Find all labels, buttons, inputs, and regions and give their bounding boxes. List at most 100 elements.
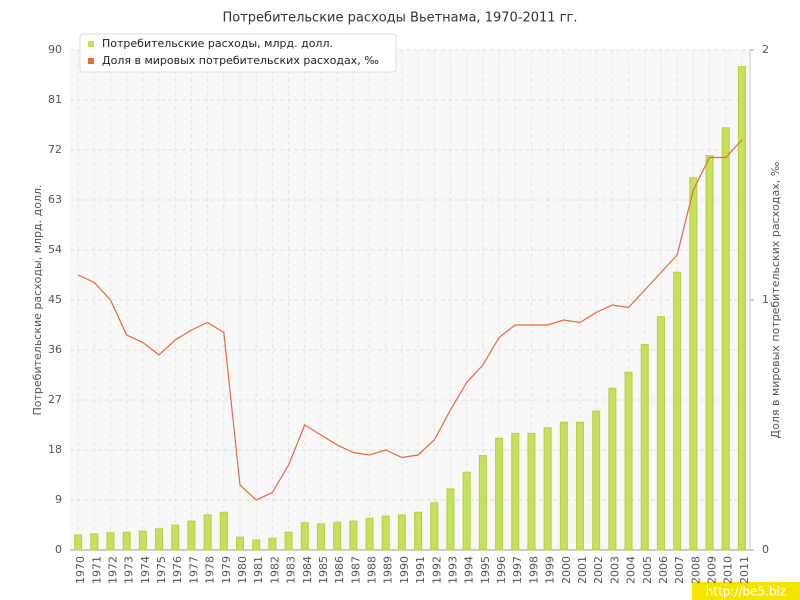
x-tick-label: 2007 [673, 556, 686, 584]
bar [90, 533, 99, 551]
y2-tick-label: 0 [762, 543, 769, 556]
y-tick-label: 18 [48, 443, 62, 456]
x-tick-label: 1991 [414, 556, 427, 584]
x-tick-label: 1988 [366, 556, 379, 584]
bar [624, 371, 633, 551]
x-tick-label: 2003 [608, 556, 621, 584]
bar [462, 471, 471, 551]
bar [543, 427, 552, 551]
bar [171, 524, 180, 551]
bar [608, 387, 617, 551]
x-tick-label: 2002 [592, 556, 605, 584]
bar [268, 537, 277, 551]
x-tick-label: 2011 [738, 556, 751, 584]
x-tick-label: 1981 [252, 556, 265, 584]
bar [122, 531, 131, 551]
bar [576, 421, 584, 551]
y2-axis-label: Доля в мировых потребительских расходах,… [769, 161, 782, 438]
x-tick-label: 1986 [333, 556, 346, 584]
bar [527, 432, 536, 551]
x-tick-label: 1993 [446, 556, 459, 584]
x-tick-label: 1994 [463, 556, 476, 584]
y-tick-label: 81 [48, 93, 62, 106]
x-tick-label: 1992 [430, 556, 443, 584]
bar [656, 316, 665, 551]
x-tick-label: 1976 [171, 556, 184, 584]
x-tick-label: 1979 [220, 556, 233, 584]
x-tick-label: 1982 [268, 556, 281, 584]
x-tick-label: 2010 [722, 556, 735, 584]
bar [592, 410, 601, 551]
legend-box [79, 33, 397, 73]
line [77, 139, 743, 501]
x-tick-label: 1990 [398, 556, 411, 584]
y-axis-label: Потребительские расходы, млрд. долл. [31, 185, 44, 416]
bar [365, 517, 374, 551]
x-tick-label: 2008 [689, 556, 702, 584]
x-tick-label: 1978 [204, 556, 217, 584]
bar [397, 514, 406, 551]
bar [689, 177, 698, 551]
y-tick-label: 9 [55, 493, 62, 506]
y-tick-label: 90 [48, 43, 62, 56]
y2-tick-label: 2 [762, 43, 769, 56]
x-tick-label: 2004 [625, 556, 638, 584]
legend-swatch [88, 58, 94, 64]
bar [430, 502, 439, 551]
bar [705, 155, 714, 551]
legend-label: Доля в мировых потребительских расходах,… [102, 54, 379, 67]
x-tick-label: 1998 [527, 556, 540, 584]
bar [236, 536, 244, 551]
bar [203, 514, 212, 551]
bar [511, 432, 520, 551]
bar [252, 539, 261, 551]
legend: Потребительские расходы, млрд. долл. Доля… [79, 33, 397, 73]
x-tick-label: 1989 [382, 556, 395, 584]
x-tick-label: 2005 [641, 556, 654, 584]
y-tick-label: 54 [48, 243, 62, 256]
y-tick-label: 0 [55, 543, 62, 556]
x-tick-label: 1971 [90, 556, 103, 584]
bar [106, 532, 115, 551]
x-tick-label: 1975 [155, 556, 168, 584]
x-tick-label: 1983 [285, 556, 298, 584]
x-tick-label: 1985 [317, 556, 330, 584]
legend-label: Потребительские расходы, млрд. долл. [102, 37, 333, 50]
bar [74, 534, 83, 551]
bar [737, 66, 746, 551]
bar [284, 531, 293, 551]
x-tick-label: 1997 [511, 556, 524, 584]
watermark-bg [692, 582, 800, 600]
x-tick-label: 2001 [576, 556, 589, 584]
bar [559, 421, 568, 551]
bar [381, 515, 390, 551]
x-tick-label: 1973 [123, 556, 136, 584]
bar [673, 271, 682, 551]
watermark: http://be5.biz [706, 585, 786, 599]
chart-title: Потребительские расходы Вьетнама, 1970-2… [223, 11, 578, 26]
y-tick-label: 45 [48, 293, 62, 306]
legend-swatch [88, 41, 94, 47]
bar [495, 437, 504, 551]
x-tick-label: 1977 [187, 556, 200, 584]
x-tick-label: 1995 [479, 556, 492, 584]
bar [721, 127, 730, 551]
x-tick-label: 2000 [560, 556, 573, 584]
bar [300, 522, 309, 551]
y-tick-label: 63 [48, 193, 62, 206]
bar [138, 530, 147, 551]
x-tick-label: 2009 [706, 556, 719, 584]
x-tick-label: 1972 [106, 556, 119, 584]
y-tick-label: 27 [48, 393, 62, 406]
bar [219, 511, 228, 551]
bar [316, 523, 325, 551]
bar [333, 521, 342, 551]
x-tick-label: 1984 [301, 556, 314, 584]
x-tick-label: 1996 [495, 556, 508, 584]
bar [187, 520, 196, 551]
y-tick-label: 36 [48, 343, 62, 356]
bar [478, 455, 487, 551]
y2-tick-label: 1 [762, 293, 769, 306]
bar [640, 343, 649, 551]
